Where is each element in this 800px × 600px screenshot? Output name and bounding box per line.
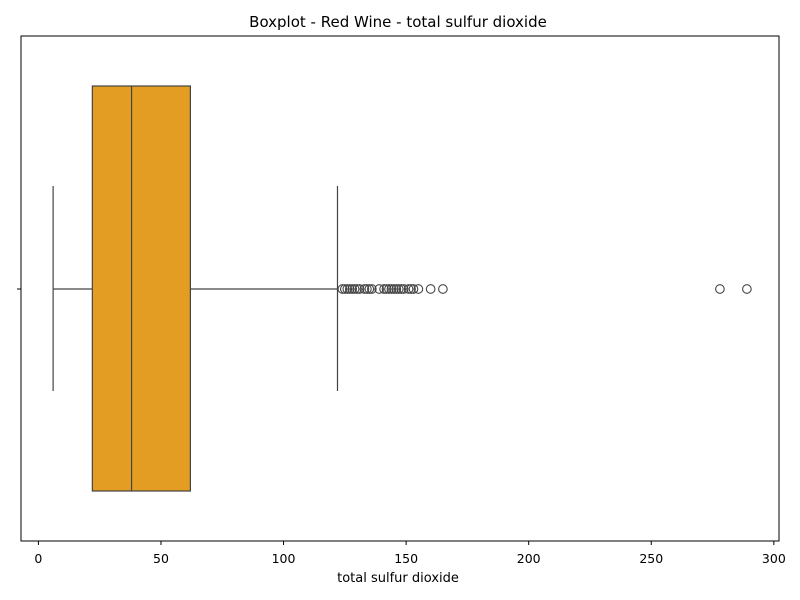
interquartile-box [91, 85, 191, 492]
outlier-point [406, 284, 416, 294]
outlier-point [391, 284, 402, 294]
outlier-point [364, 284, 375, 294]
chart-title: Boxplot - Red Wine - total sulfur dioxid… [249, 13, 547, 31]
x-tick-label: 0 [34, 551, 42, 566]
outlier-point [342, 284, 353, 294]
outlier-point [347, 284, 358, 294]
outlier-point [389, 284, 399, 294]
outlier-point [359, 284, 370, 294]
outlier-point [403, 284, 414, 294]
outlier-point [715, 284, 725, 294]
outlier-point [337, 284, 348, 294]
x-tick-label: 100 [272, 551, 296, 566]
outlier-point [379, 284, 389, 294]
x-tick-label: 50 [153, 551, 169, 566]
x-tick-label: 250 [639, 551, 663, 566]
outlier-point [344, 284, 355, 294]
plot-area [52, 85, 752, 492]
x-tick-label: 300 [762, 551, 786, 566]
x-axis: 0 50 100 150 200 250 300 [34, 541, 786, 566]
outlier-point [408, 284, 419, 294]
outlier-point [362, 284, 372, 294]
outlier-point [413, 284, 424, 294]
outlier-point [398, 284, 409, 294]
x-axis-label: total sulfur dioxide [337, 571, 459, 586]
x-tick-label: 200 [517, 551, 541, 566]
outlier-point [393, 284, 404, 294]
outlier-point [366, 284, 377, 294]
outlier-point [352, 284, 362, 294]
outlier-point [349, 284, 360, 294]
outlier-point [425, 284, 436, 294]
outlier-point [339, 284, 350, 294]
outlier-point [381, 284, 392, 294]
outlier-point [374, 284, 385, 294]
outlier-point [354, 284, 365, 294]
outlier-point [438, 284, 448, 294]
outlier-point [396, 284, 407, 294]
x-tick-label: 150 [394, 551, 418, 566]
outlier-point [742, 284, 752, 294]
outlier-point [386, 284, 397, 294]
outlier-point [384, 284, 394, 294]
